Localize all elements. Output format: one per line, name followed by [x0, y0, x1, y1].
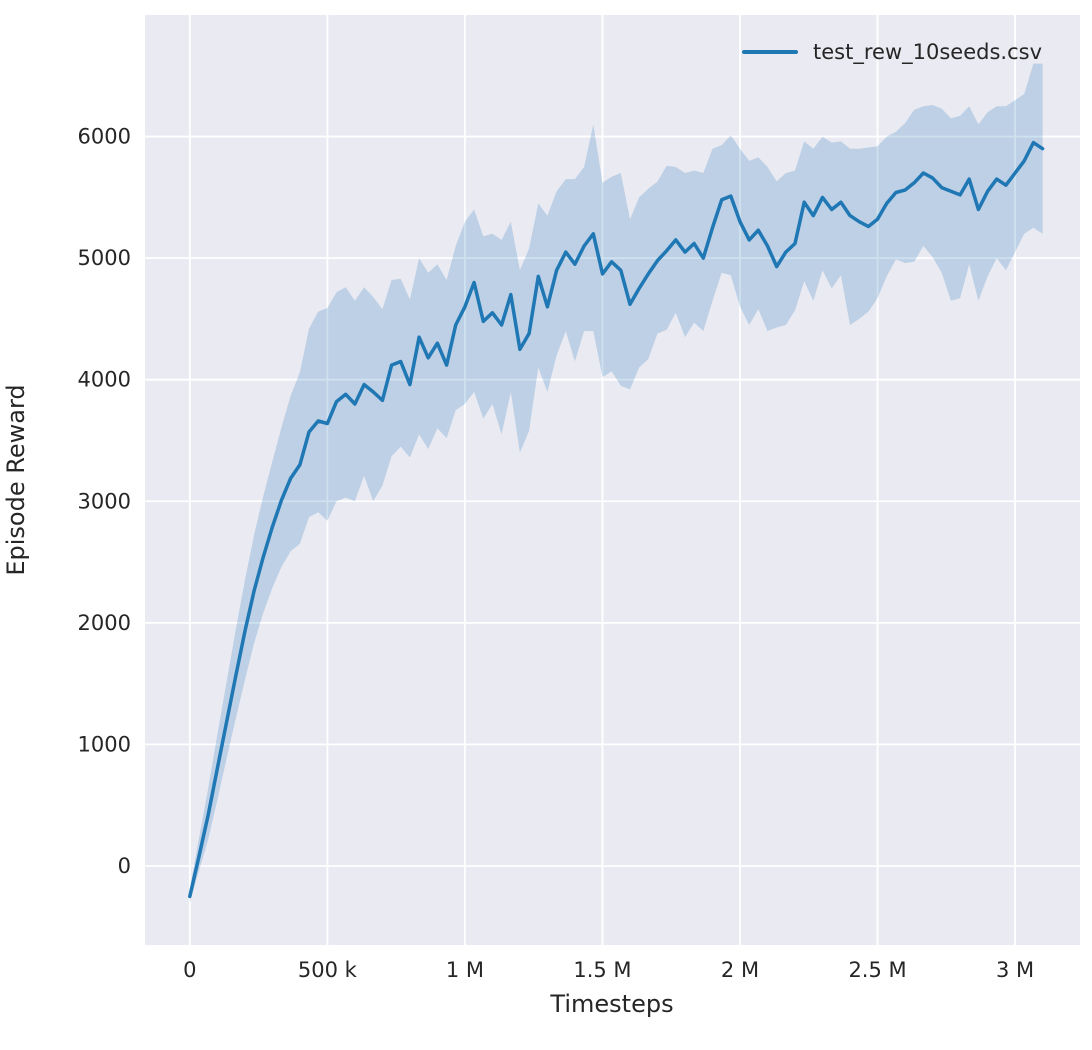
x-tick-label: 2 M: [721, 958, 759, 982]
y-tick-label: 4000: [78, 368, 131, 392]
y-tick-label: 6000: [78, 125, 131, 149]
x-tick-label: 1.5 M: [573, 958, 631, 982]
y-tick-label: 3000: [78, 489, 131, 513]
x-tick-label: 1 M: [446, 958, 484, 982]
legend: test_rew_10seeds.csv: [742, 40, 1042, 64]
y-tick-label: 0: [118, 854, 131, 878]
y-tick-label: 1000: [78, 732, 131, 756]
x-tick-label: 500 k: [298, 958, 358, 982]
mean-line: [188, 140, 1045, 899]
x-tick-label: 3 M: [996, 958, 1034, 982]
x-tick-label: 0: [183, 958, 196, 982]
legend-label: test_rew_10seeds.csv: [813, 40, 1042, 64]
plot-area: [145, 15, 1080, 945]
y-tick-label: 2000: [78, 611, 131, 635]
confidence-band: [189, 63, 1043, 903]
legend-line-swatch: [742, 50, 799, 54]
y-axis-label: Episode Reward: [2, 384, 30, 576]
x-axis-label: Timesteps: [550, 990, 674, 1018]
y-tick-label: 5000: [78, 246, 131, 270]
x-tick-label: 2.5 M: [848, 958, 906, 982]
